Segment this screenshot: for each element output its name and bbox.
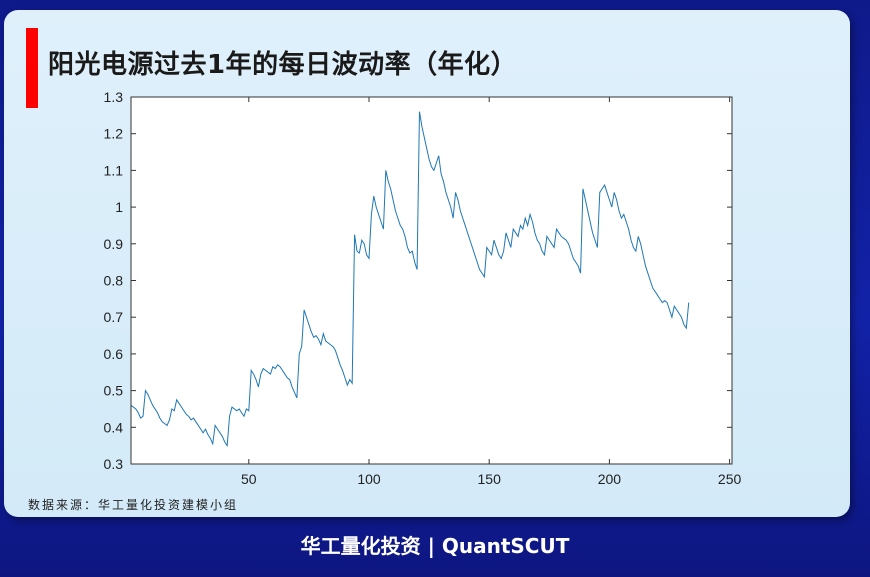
y-tick-label: 0.8 [104, 273, 124, 289]
y-tick-label: 0.9 [104, 236, 124, 252]
x-tick-label: 50 [241, 471, 257, 487]
title-accent-bar [26, 28, 38, 108]
plot-frame [130, 96, 733, 465]
y-tick-label: 0.3 [104, 456, 124, 472]
y-tick-label: 1 [115, 199, 123, 215]
y-tick-label: 0.5 [104, 383, 124, 399]
axis-ticks [131, 96, 732, 465]
y-tick-label: 1.3 [104, 89, 124, 105]
footer-brand: 华工量化投资 | QuantSCUT [300, 534, 570, 558]
plot-area [131, 97, 732, 464]
data-source-note: 数据来源：华工量化投资建模小组 [28, 498, 239, 512]
y-tick-label: 1.1 [104, 162, 124, 178]
x-axis-labels: 50 100 150 200 250 [241, 471, 741, 487]
y-tick-label: 0.7 [104, 309, 124, 325]
y-tick-label: 0.4 [104, 419, 124, 435]
series-line [130, 111, 690, 448]
y-tick-label: 0.6 [104, 346, 124, 362]
y-tick-label: 1.2 [104, 126, 124, 142]
x-tick-label: 100 [357, 471, 381, 487]
x-tick-label: 200 [598, 471, 622, 487]
y-axis-labels: 0.3 0.4 0.5 0.6 0.7 0.8 0.9 1 1.1 1.2 1.3 [104, 89, 124, 472]
x-tick-label: 250 [718, 471, 742, 487]
x-tick-label: 150 [478, 471, 502, 487]
page-title: 阳光电源过去1年的每日波动率（年化） [48, 50, 518, 80]
